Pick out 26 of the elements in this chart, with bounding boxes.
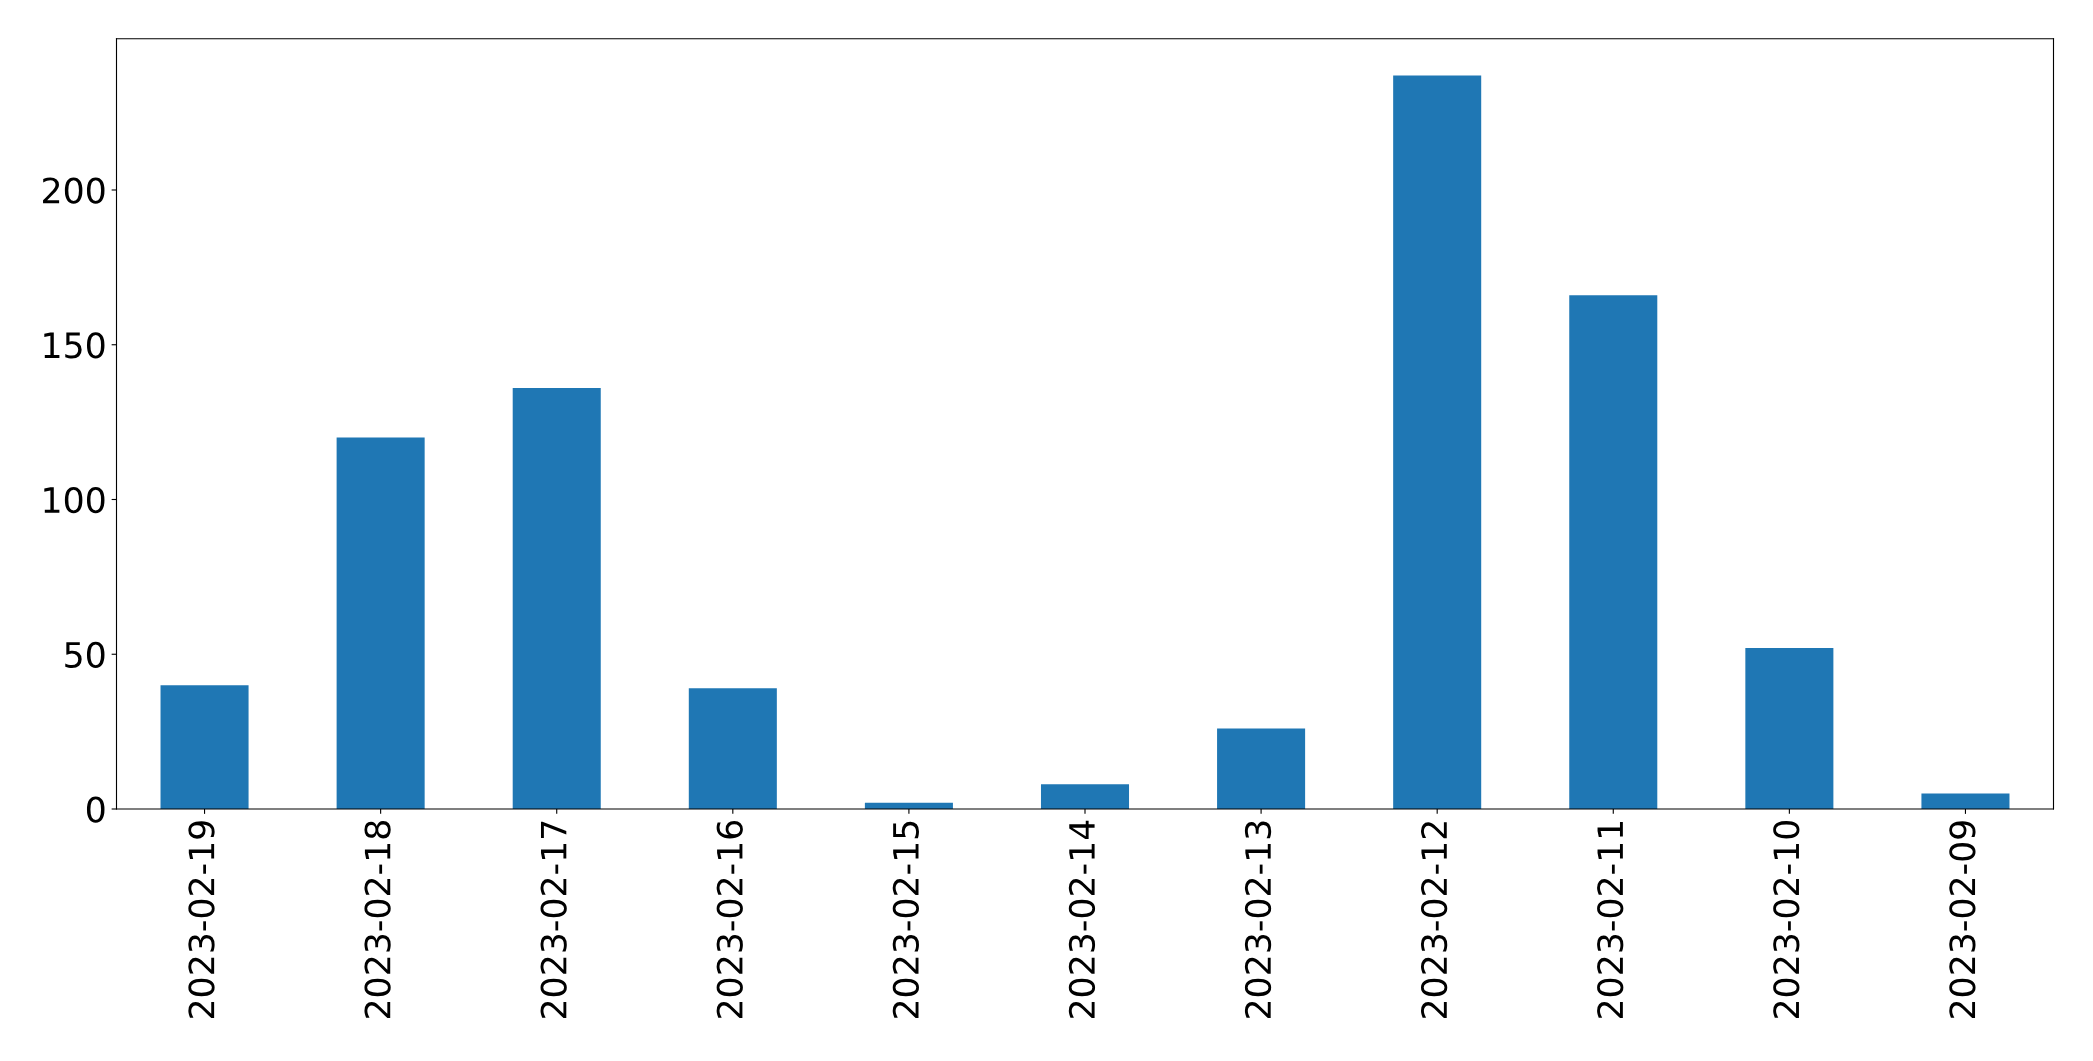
x-tick-label: 2023-02-18 bbox=[364, 821, 391, 1018]
bar bbox=[1569, 295, 1658, 809]
bar bbox=[336, 437, 425, 809]
y-tick-label: 150 bbox=[44, 332, 105, 359]
bar bbox=[1040, 784, 1130, 809]
bar bbox=[1921, 793, 2010, 809]
bar bbox=[688, 688, 777, 809]
bar bbox=[1745, 648, 1834, 809]
x-tick-label: 2023-02-16 bbox=[716, 820, 743, 1018]
x-tick-label: 2023-02-19 bbox=[188, 821, 215, 1018]
x-tick-label: 2023-02-14 bbox=[1068, 820, 1096, 1018]
x-tick-label: 2023-02-17 bbox=[540, 821, 567, 1018]
x-tick-label: 2023-02-11 bbox=[1597, 821, 1624, 1018]
bar bbox=[160, 685, 249, 809]
y-tick-label: 50 bbox=[65, 641, 105, 668]
x-tick-label: 2023-02-15 bbox=[892, 821, 919, 1018]
bar bbox=[1393, 75, 1482, 809]
x-tick-label: 2023-02-12 bbox=[1420, 822, 1448, 1018]
y-tick-label: 200 bbox=[43, 177, 105, 204]
bar bbox=[1217, 728, 1306, 809]
x-tick-label: 2023-02-10 bbox=[1773, 821, 1800, 1018]
y-tick-label: 100 bbox=[44, 486, 105, 514]
y-tick-label: 0 bbox=[86, 796, 105, 823]
x-tick-label: 2023-02-13 bbox=[1244, 821, 1272, 1018]
x-tick-label: 2023-02-09 bbox=[1949, 821, 1976, 1018]
bar bbox=[512, 388, 601, 809]
